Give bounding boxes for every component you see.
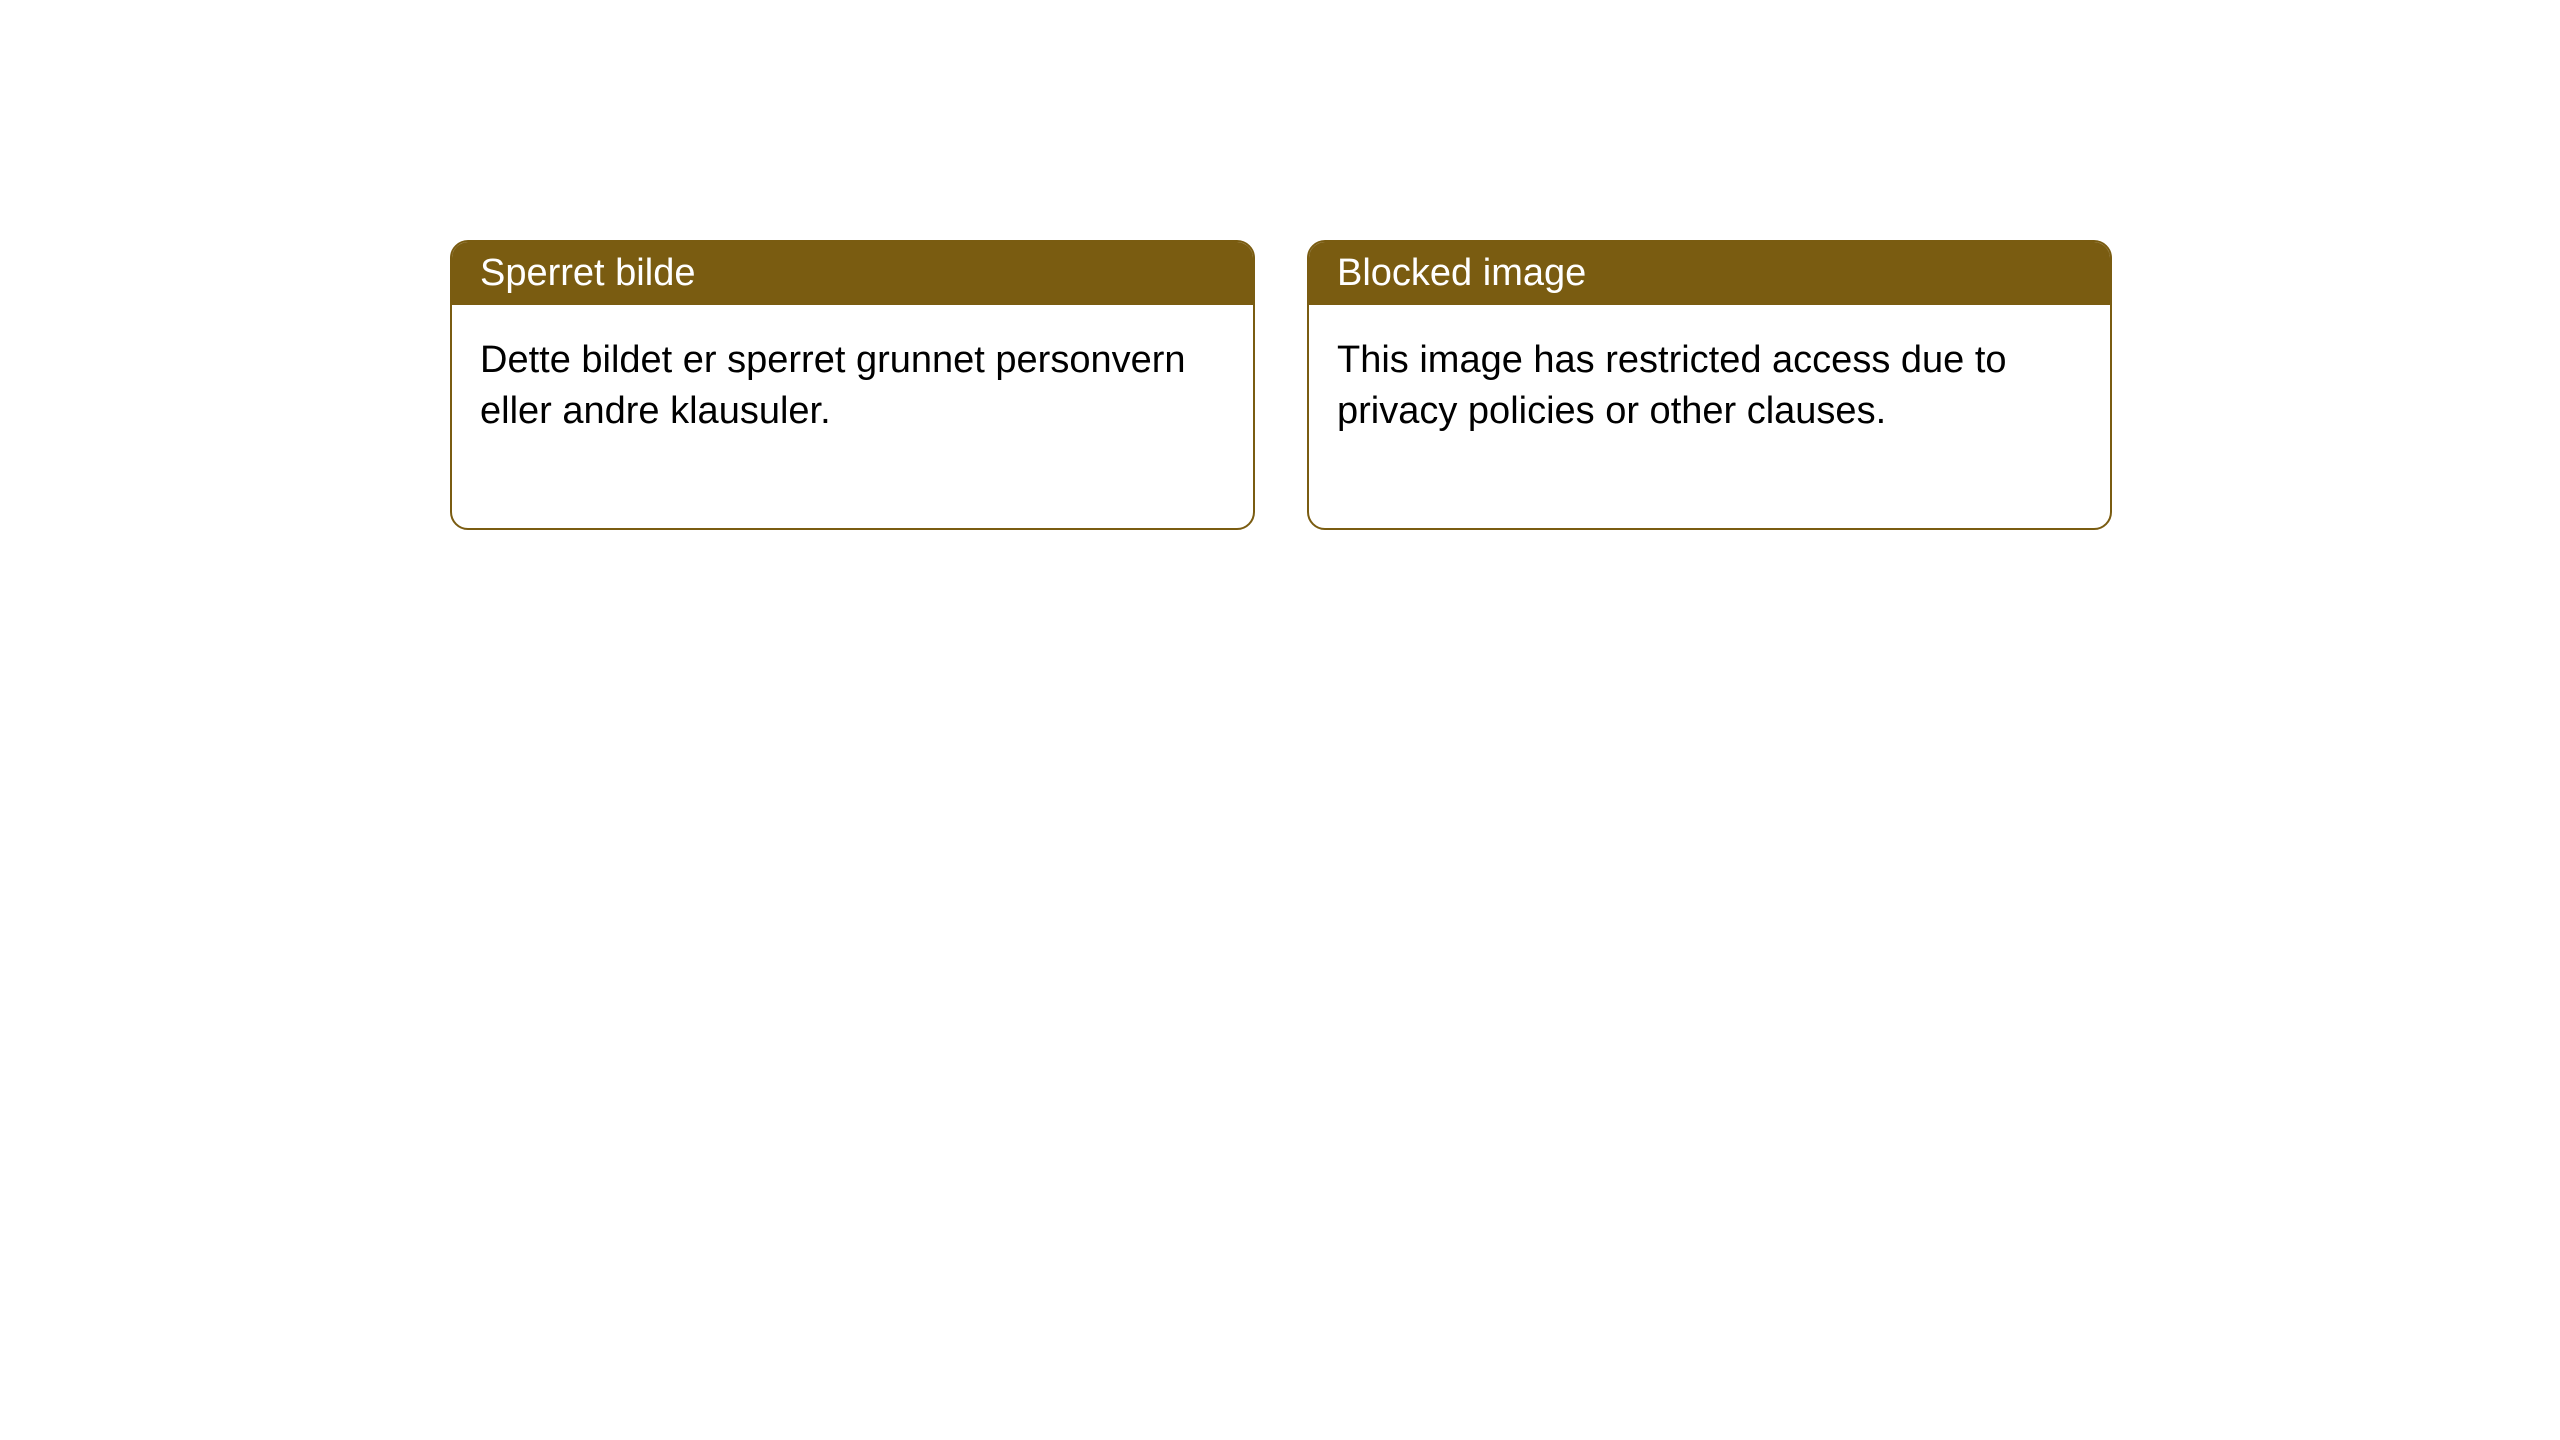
- notice-container: Sperret bilde Dette bildet er sperret gr…: [0, 0, 2560, 530]
- notice-card-english: Blocked image This image has restricted …: [1307, 240, 2112, 530]
- notice-card-norwegian: Sperret bilde Dette bildet er sperret gr…: [450, 240, 1255, 530]
- notice-card-title: Sperret bilde: [452, 242, 1253, 305]
- notice-card-title: Blocked image: [1309, 242, 2110, 305]
- notice-card-body: Dette bildet er sperret grunnet personve…: [452, 305, 1253, 528]
- notice-card-body: This image has restricted access due to …: [1309, 305, 2110, 528]
